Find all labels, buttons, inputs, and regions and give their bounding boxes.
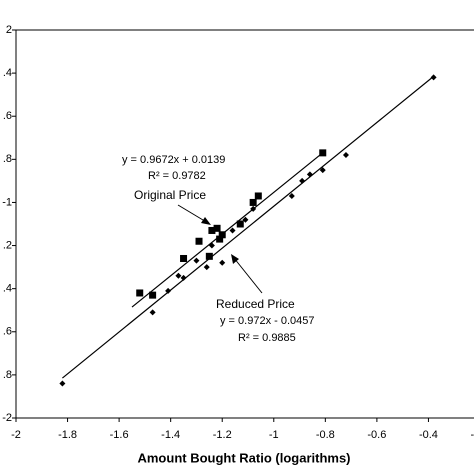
point <box>208 226 216 234</box>
x-tick-label: -0.8 <box>316 429 335 441</box>
point <box>180 274 187 281</box>
point <box>175 272 182 279</box>
y-tick-label: .8 <box>3 369 12 381</box>
point <box>165 287 172 294</box>
point <box>208 242 215 249</box>
trend-line <box>62 75 434 379</box>
arrowhead <box>201 217 211 225</box>
point <box>236 220 244 228</box>
point <box>306 171 313 178</box>
point <box>250 205 257 212</box>
point <box>319 149 327 157</box>
point <box>216 235 224 243</box>
point <box>430 74 437 81</box>
x-tick-label: -1.6 <box>110 429 129 441</box>
x-tick-label: -1.2 <box>213 429 232 441</box>
trend-line <box>131 150 326 308</box>
y-tick-label: .4 <box>3 67 12 79</box>
y-tick-label: .8 <box>3 153 12 165</box>
r-squared: R² = 0.9782 <box>148 170 206 182</box>
point <box>249 198 257 206</box>
arrow <box>233 257 263 294</box>
series-label: Reduced Price <box>216 297 295 311</box>
y-tick-label: 2 <box>6 24 12 36</box>
y-tick-label: .6 <box>3 326 12 338</box>
point <box>242 216 249 223</box>
point <box>342 152 349 159</box>
x-tick-label: -1 <box>269 429 279 441</box>
x-tick-label: -2 <box>11 429 21 441</box>
point <box>195 237 203 245</box>
x-axis-title: Amount Bought Ratio (logarithms) <box>137 450 350 465</box>
x-tick-label: -0.6 <box>367 429 386 441</box>
point <box>229 227 236 234</box>
point <box>218 231 226 239</box>
series-label: Original Price <box>134 188 206 202</box>
point <box>254 192 262 200</box>
equation: y = 0.972x - 0.0457 <box>220 315 314 327</box>
y-tick-label: .6 <box>3 110 12 122</box>
point <box>193 257 200 264</box>
point <box>149 309 156 316</box>
point <box>219 259 226 266</box>
x-tick-label: -0.4 <box>419 429 438 441</box>
point <box>149 291 157 299</box>
equation: y = 0.9672x + 0.0139 <box>122 154 225 166</box>
point <box>205 252 213 260</box>
plot-frame <box>15 29 474 419</box>
point <box>203 264 210 271</box>
y-tick-label: -1 <box>2 196 12 208</box>
point <box>213 224 221 232</box>
y-tick-label: -2 <box>2 412 12 424</box>
arrowhead <box>231 254 239 264</box>
point <box>319 167 326 174</box>
point <box>59 380 66 387</box>
point <box>136 289 144 297</box>
y-tick-label: .4 <box>3 283 12 295</box>
x-tick-label: -0.2 <box>471 429 474 441</box>
y-tick-label: .2 <box>3 239 12 251</box>
x-tick-label: -1.8 <box>58 429 77 441</box>
point <box>180 254 188 262</box>
point <box>288 192 295 199</box>
point <box>299 177 306 184</box>
x-tick-label: -1.4 <box>161 429 180 441</box>
r-squared: R² = 0.9885 <box>238 332 296 344</box>
